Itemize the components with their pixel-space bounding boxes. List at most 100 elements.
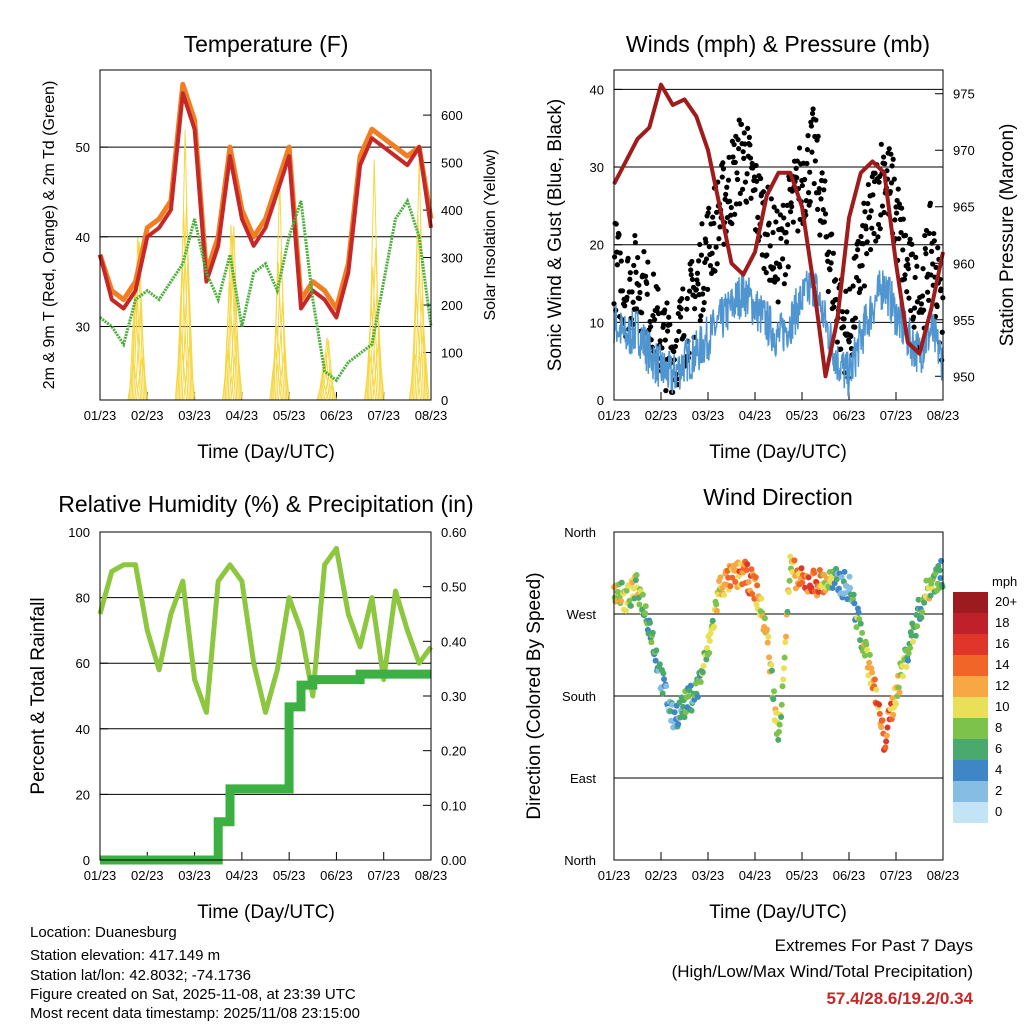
gust-point — [838, 346, 844, 352]
y2-tick-label: 960 — [953, 256, 975, 271]
gust-point — [624, 294, 630, 300]
gust-point — [688, 267, 694, 273]
gust-point — [904, 289, 910, 295]
direction-point — [626, 597, 633, 604]
direction-point — [758, 595, 765, 602]
x-tick-label: 02/23 — [645, 408, 678, 423]
gust-point — [778, 235, 784, 242]
dewpoint-line — [99, 197, 433, 383]
direction-point — [853, 624, 860, 631]
direction-point — [706, 638, 713, 645]
direction-point — [775, 728, 782, 735]
x-tick-label: 04/23 — [739, 868, 772, 883]
gust-point — [755, 214, 761, 220]
direction-point — [841, 568, 848, 575]
gust-point — [891, 176, 897, 182]
wind-xlabel: Time (Day/UTC) — [709, 442, 847, 463]
gust-point — [729, 220, 735, 227]
wind-ylabel: Sonic Wind & Gust (Blue, Black) — [545, 99, 566, 371]
gust-point — [617, 250, 623, 256]
y2-tick-label: 400 — [441, 203, 463, 218]
x-tick-label: 08/23 — [927, 868, 960, 883]
gust-point — [886, 146, 892, 152]
gust-point — [856, 278, 862, 284]
gust-point — [763, 270, 769, 276]
gust-point — [902, 272, 908, 278]
gust-point — [909, 241, 915, 247]
gust-point — [764, 252, 770, 258]
gust-point — [735, 137, 741, 143]
direction-point — [668, 717, 675, 724]
direction-point — [907, 645, 914, 652]
gust-point — [736, 117, 742, 123]
gust-point — [931, 238, 937, 244]
y-tick-label: North — [564, 525, 596, 540]
x-tick-label: 05/23 — [786, 868, 819, 883]
direction-point — [791, 557, 798, 564]
gust-point — [768, 196, 774, 202]
x-tick-label: 02/23 — [645, 868, 678, 883]
gust-point — [825, 288, 831, 295]
gust-point — [684, 295, 690, 302]
gust-point — [758, 175, 764, 182]
gust-point — [680, 286, 686, 292]
gust-point — [752, 187, 758, 193]
rh-line — [97, 545, 434, 715]
gust-point — [819, 170, 825, 176]
gust-point — [828, 260, 834, 266]
direction-point — [768, 667, 775, 674]
direction-point — [815, 588, 822, 595]
dir-title: Wind Direction — [703, 484, 853, 510]
gust-point — [811, 180, 817, 187]
gust-point — [666, 314, 672, 320]
gust-point — [647, 318, 653, 325]
direction-point — [919, 609, 926, 616]
x-tick-label: 01/23 — [598, 868, 631, 883]
solar-spike — [272, 262, 285, 401]
direction-point — [889, 695, 896, 702]
gust-point — [878, 141, 884, 147]
y2-tick-label: 0.40 — [441, 634, 466, 649]
gust-point — [893, 204, 899, 210]
temp-title: Temperature (F) — [184, 31, 349, 57]
solar-spike — [183, 346, 196, 401]
gust-point — [912, 305, 918, 311]
direction-point — [622, 607, 629, 614]
direction-point — [656, 661, 663, 668]
gust-point — [684, 306, 690, 312]
gust-point — [839, 309, 846, 315]
direction-point — [732, 578, 739, 585]
gust-point — [816, 186, 822, 192]
gust-point — [676, 328, 682, 335]
gust-point — [616, 232, 622, 238]
gust-point — [827, 267, 833, 273]
direction-point — [636, 601, 643, 608]
direction-point — [863, 641, 870, 648]
gust-point — [926, 297, 932, 303]
y2-tick-label: 0 — [441, 393, 448, 408]
gust-point — [822, 211, 829, 217]
legend-label: 18 — [995, 615, 1009, 630]
gust-point — [701, 285, 707, 291]
direction-point — [713, 601, 720, 608]
legend-swatch — [953, 613, 988, 634]
gust-point — [686, 288, 693, 294]
direction-point — [632, 577, 639, 584]
direction-point — [720, 591, 727, 598]
legend-label: 6 — [995, 741, 1002, 756]
x-tick-label: 04/23 — [226, 868, 259, 883]
gust-point — [747, 142, 753, 148]
gust-point — [633, 269, 639, 275]
gust-point — [807, 199, 813, 205]
direction-point — [937, 574, 944, 581]
gust-point — [923, 251, 929, 257]
gust-point — [812, 158, 818, 164]
direction-point — [903, 663, 910, 670]
direction-point — [649, 629, 656, 636]
y2-tick-label: 965 — [953, 200, 975, 215]
gust-point — [636, 282, 642, 288]
gust-point — [789, 204, 795, 210]
gust-point — [841, 316, 847, 322]
solar-spike — [323, 368, 336, 401]
gust-point — [858, 233, 864, 240]
